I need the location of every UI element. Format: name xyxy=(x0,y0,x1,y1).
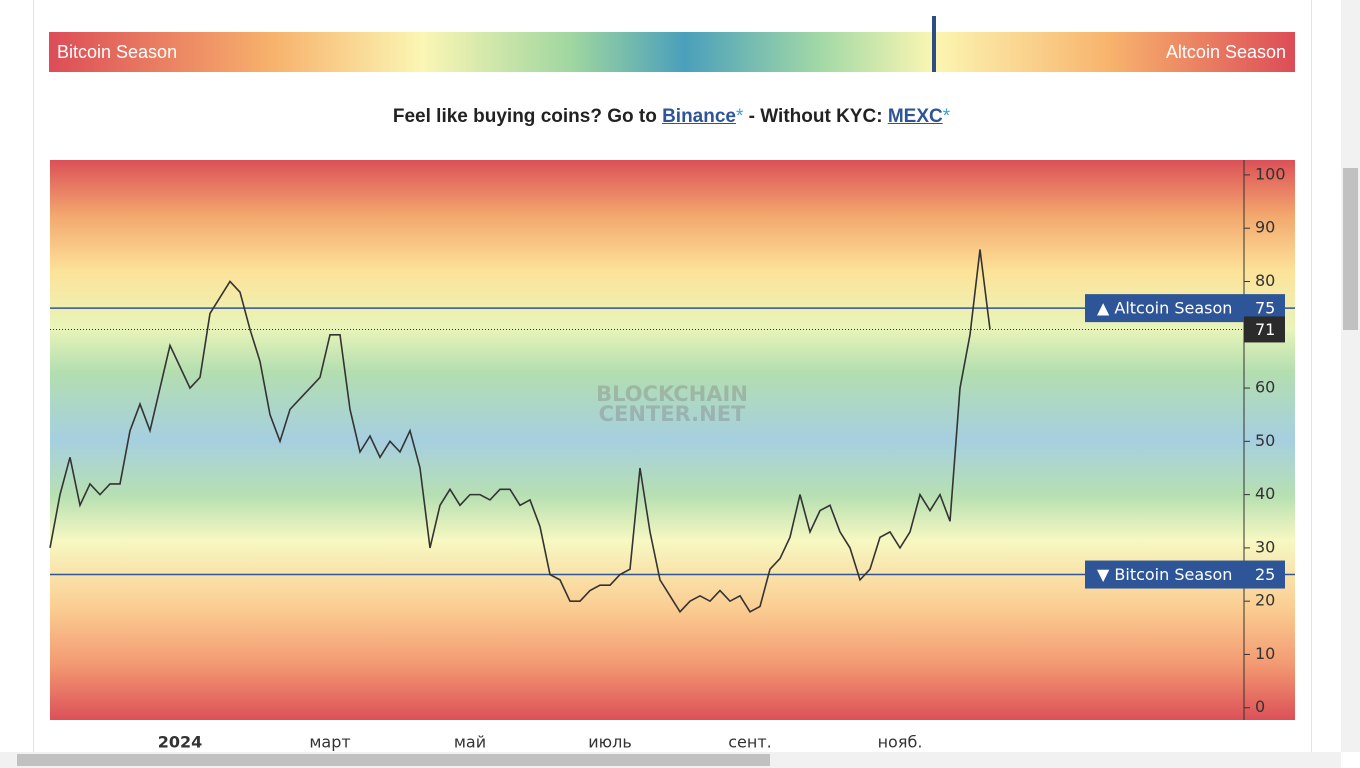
y-tick-label: 0 xyxy=(1255,697,1265,716)
y-tick-label: 60 xyxy=(1255,378,1275,397)
star: * xyxy=(736,106,744,127)
y-tick-label: 40 xyxy=(1255,484,1275,503)
star: * xyxy=(942,106,951,127)
y-tick-label: 30 xyxy=(1255,537,1275,556)
y-tick-label: 90 xyxy=(1255,218,1275,237)
horizontal-scrollbar[interactable] xyxy=(0,752,1341,768)
y-tick-label: 20 xyxy=(1255,591,1275,610)
x-tick-label: май xyxy=(454,733,486,752)
threshold-value: 25 xyxy=(1255,565,1275,584)
promo-text: - Without KYC: xyxy=(743,106,888,127)
bar-right-label: Altcoin Season xyxy=(1165,42,1286,62)
binance-link[interactable]: Binance xyxy=(662,106,736,127)
current-box xyxy=(1244,316,1285,343)
y-tick-label: 50 xyxy=(1255,431,1275,450)
current-value: 71 xyxy=(1255,320,1275,339)
threshold-label: ▲ Altcoin Season xyxy=(1097,299,1232,318)
x-tick-label: сент. xyxy=(728,733,772,752)
threshold-label: ▼ Bitcoin Season xyxy=(1097,565,1232,584)
series-line xyxy=(49,249,991,614)
promo-text: Feel like buying coins? Go to xyxy=(392,106,663,127)
page-frame xyxy=(33,0,1312,768)
mexc-link[interactable]: MEXC xyxy=(887,106,943,127)
plot-background xyxy=(50,160,1295,720)
y-tick-label: 100 xyxy=(1255,164,1286,183)
x-tick-label: 2024 xyxy=(158,733,203,752)
season-bar: Bitcoin Season Altcoin Season xyxy=(49,16,1295,72)
threshold-value: 75 xyxy=(1255,299,1275,318)
watermark: BLOCKCHAIN xyxy=(596,382,748,406)
y-tick-label: 10 xyxy=(1255,644,1275,663)
watermark: CENTER.NET xyxy=(599,402,746,426)
bar-left-label: Bitcoin Season xyxy=(57,42,178,62)
promo-line: Feel like buying coins? Go to Binance* -… xyxy=(0,106,1343,128)
y-tick-label: 80 xyxy=(1255,271,1275,290)
x-tick-label: июль xyxy=(588,733,632,752)
x-tick-label: нояб. xyxy=(878,733,923,752)
x-tick-label: март xyxy=(309,733,350,752)
vertical-scrollbar[interactable] xyxy=(1341,0,1360,752)
chart: BLOCKCHAINCENTER.NET01020304050607080901… xyxy=(49,160,1295,752)
threshold-box xyxy=(1085,560,1285,589)
season-marker xyxy=(931,16,936,72)
